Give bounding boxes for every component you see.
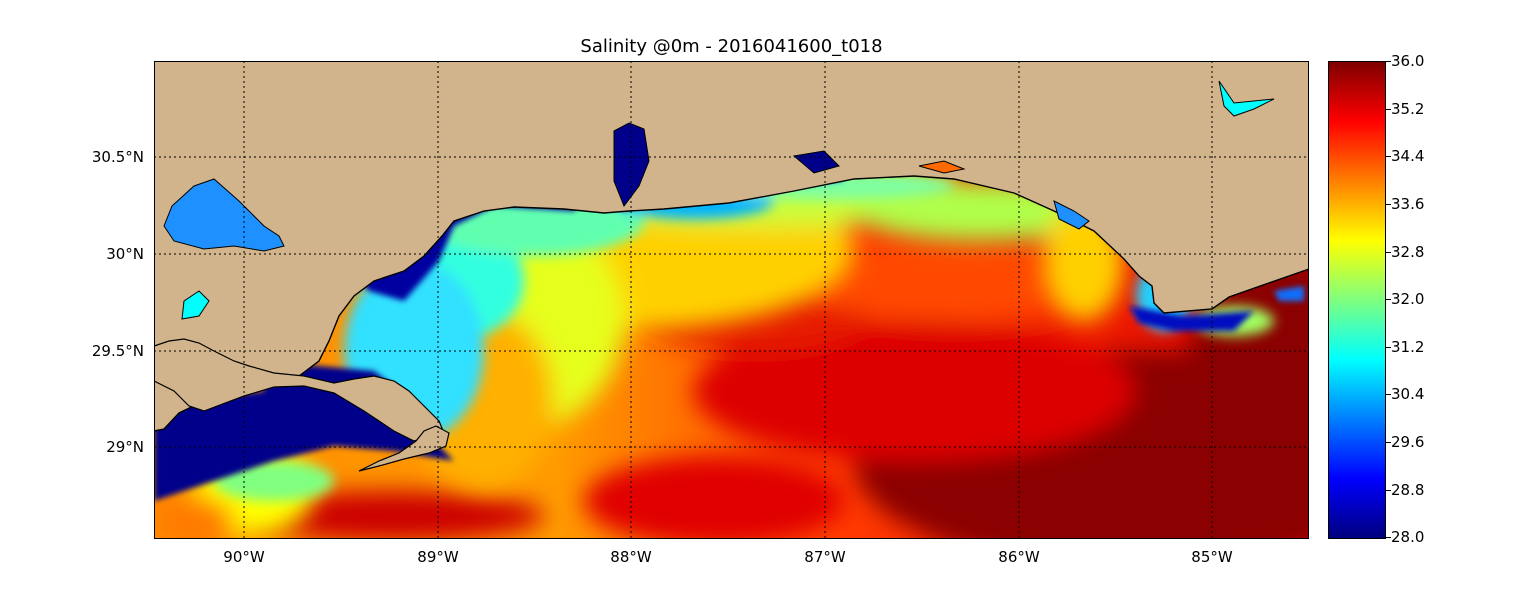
colorbar-label: 30.4 [1391, 385, 1425, 403]
lat-label: 29.5°N [91, 342, 144, 360]
colorbar-tick [1385, 442, 1391, 443]
colorbar-label: 33.6 [1391, 195, 1425, 213]
colorbar-tick [1385, 490, 1391, 491]
salinity-map [154, 61, 1309, 539]
lat-label: 30°N [106, 245, 144, 263]
colorbar-tick [1385, 109, 1391, 110]
lat-label: 30.5°N [91, 148, 144, 166]
map-title: Salinity @0m - 2016041600_t018 [580, 36, 883, 57]
colorbar-label: 36.0 [1391, 52, 1425, 70]
colorbar-label: 28.8 [1391, 481, 1425, 499]
colorbar-tick [1385, 299, 1391, 300]
lon-label: 90°W [223, 548, 265, 566]
colorbar-label: 28.0 [1391, 528, 1425, 546]
map-plot-area [154, 61, 1309, 539]
lon-label: 86°W [998, 548, 1040, 566]
colorbar-tick [1385, 347, 1391, 348]
lat-label: 29°N [106, 438, 144, 456]
colorbar-tick [1385, 204, 1391, 205]
colorbar-label: 32.8 [1391, 243, 1425, 261]
colorbar-tick [1385, 537, 1391, 538]
delta-land [154, 338, 450, 472]
colorbar-tick [1385, 156, 1391, 157]
colorbar-label: 31.2 [1391, 338, 1425, 356]
colorbar-label: 34.4 [1391, 147, 1425, 165]
colorbar [1328, 61, 1386, 539]
land [154, 61, 1309, 432]
lon-label: 89°W [417, 548, 459, 566]
colorbar-tick [1385, 394, 1391, 395]
lon-label: 85°W [1191, 548, 1233, 566]
lon-label: 87°W [804, 548, 846, 566]
colorbar-label: 32.0 [1391, 290, 1425, 308]
colorbar-label: 29.6 [1391, 433, 1425, 451]
colorbar-tick [1385, 61, 1391, 62]
colorbar-tick [1385, 252, 1391, 253]
colorbar-label: 35.2 [1391, 100, 1425, 118]
lon-label: 88°W [610, 548, 652, 566]
